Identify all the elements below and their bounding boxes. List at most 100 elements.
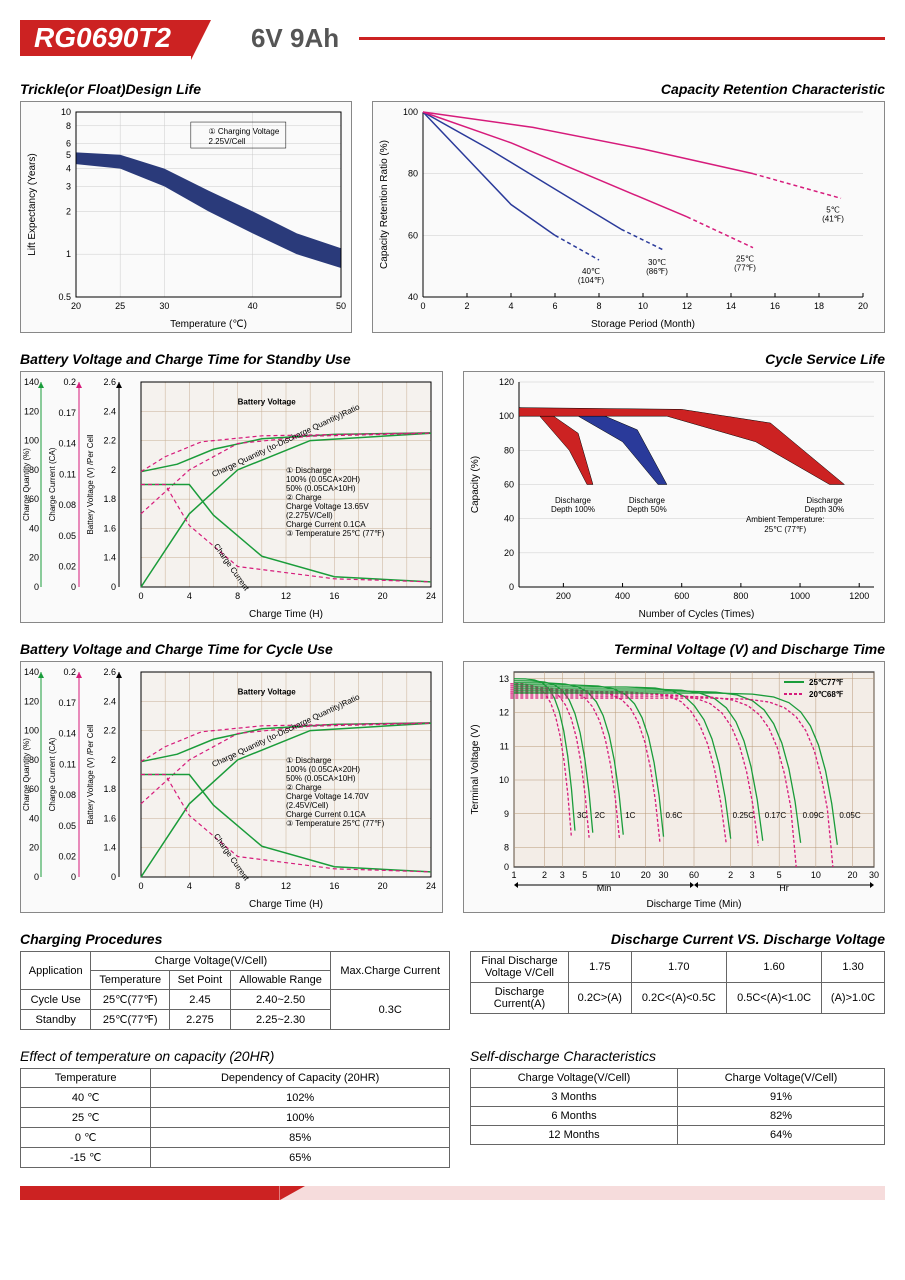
svg-text:0.02: 0.02 xyxy=(58,562,76,572)
svg-text:16: 16 xyxy=(770,301,780,311)
svg-text:Discharge Time (Min): Discharge Time (Min) xyxy=(646,899,741,910)
svg-text:Discharge: Discharge xyxy=(806,496,843,505)
svg-text:20: 20 xyxy=(378,591,388,601)
svg-text:Charge Quantity (%): Charge Quantity (%) xyxy=(22,448,31,521)
svg-text:50% (0.05CA×10H): 50% (0.05CA×10H) xyxy=(286,774,356,783)
self-dis-title: Self-discharge Characteristics xyxy=(470,1048,885,1064)
svg-text:100% (0.05CA×20H): 100% (0.05CA×20H) xyxy=(286,475,360,484)
svg-text:6: 6 xyxy=(552,301,557,311)
svg-text:3: 3 xyxy=(66,181,71,191)
svg-text:0: 0 xyxy=(508,582,513,592)
svg-text:Capacity (%): Capacity (%) xyxy=(470,456,481,513)
svg-text:400: 400 xyxy=(615,591,630,601)
svg-text:2.25V/Cell: 2.25V/Cell xyxy=(209,137,246,146)
svg-text:11: 11 xyxy=(499,741,508,751)
svg-text:0: 0 xyxy=(71,582,76,592)
svg-text:8: 8 xyxy=(503,843,508,853)
svg-text:1.8: 1.8 xyxy=(103,494,116,504)
cyclelife-title: Cycle Service Life xyxy=(463,351,886,367)
svg-text:Battery Voltage (V) /Per Cell: Battery Voltage (V) /Per Cell xyxy=(86,724,95,824)
svg-text:20: 20 xyxy=(858,301,868,311)
discharge-vs-title: Discharge Current VS. Discharge Voltage xyxy=(470,931,885,947)
terminal-chart: 89101112130123510203060235102030MinHr3C2… xyxy=(463,661,886,913)
svg-text:0.11: 0.11 xyxy=(59,469,76,479)
svg-text:10: 10 xyxy=(810,870,820,880)
svg-text:Charge Current 0.1CA: Charge Current 0.1CA xyxy=(286,810,366,819)
svg-text:80: 80 xyxy=(503,445,513,455)
svg-text:40: 40 xyxy=(503,514,513,524)
svg-text:12: 12 xyxy=(281,591,291,601)
svg-text:③ Temperature 25℃ (77℉): ③ Temperature 25℃ (77℉) xyxy=(286,819,385,828)
svg-text:0: 0 xyxy=(34,582,39,592)
svg-text:0.14: 0.14 xyxy=(58,439,76,449)
svg-text:0.11: 0.11 xyxy=(59,759,76,769)
svg-text:1.6: 1.6 xyxy=(103,813,116,823)
svg-text:2: 2 xyxy=(541,870,546,880)
cyclecharge-title: Battery Voltage and Charge Time for Cycl… xyxy=(20,641,443,657)
svg-text:8: 8 xyxy=(66,121,71,131)
svg-text:20: 20 xyxy=(29,843,39,853)
svg-text:(104℉): (104℉) xyxy=(578,276,605,285)
svg-text:Charge Time (H): Charge Time (H) xyxy=(249,609,323,620)
svg-text:140: 140 xyxy=(24,667,39,677)
svg-text:0.05C: 0.05C xyxy=(839,811,861,820)
svg-text:2: 2 xyxy=(464,301,469,311)
svg-text:4: 4 xyxy=(187,881,192,891)
svg-text:Charge Current 0.1CA: Charge Current 0.1CA xyxy=(286,520,366,529)
spec-text: 6V 9Ah xyxy=(251,23,339,54)
svg-text:2C: 2C xyxy=(594,811,604,820)
svg-text:Discharge: Discharge xyxy=(554,496,591,505)
header-accent xyxy=(359,37,885,40)
svg-text:40: 40 xyxy=(408,292,418,302)
svg-text:(2.45V/Cell): (2.45V/Cell) xyxy=(286,801,329,810)
svg-text:100: 100 xyxy=(24,436,39,446)
svg-text:12: 12 xyxy=(498,708,508,718)
svg-text:5: 5 xyxy=(66,150,71,160)
svg-text:600: 600 xyxy=(674,591,689,601)
svg-text:40℃: 40℃ xyxy=(582,267,600,276)
svg-text:10: 10 xyxy=(61,107,71,117)
svg-text:Charge Voltage 14.70V: Charge Voltage 14.70V xyxy=(286,792,369,801)
svg-text:80: 80 xyxy=(408,169,418,179)
svg-text:100: 100 xyxy=(498,411,513,421)
svg-text:0.17: 0.17 xyxy=(58,408,76,418)
svg-text:16: 16 xyxy=(329,881,339,891)
svg-text:2: 2 xyxy=(66,206,71,216)
svg-text:8: 8 xyxy=(596,301,601,311)
svg-text:2: 2 xyxy=(111,755,116,765)
retention-title: Capacity Retention Characteristic xyxy=(372,81,885,97)
svg-text:Charge Voltage 13.65V: Charge Voltage 13.65V xyxy=(286,502,369,511)
svg-text:800: 800 xyxy=(733,591,748,601)
svg-text:14: 14 xyxy=(726,301,736,311)
svg-text:8: 8 xyxy=(235,591,240,601)
svg-text:20: 20 xyxy=(29,553,39,563)
svg-text:1200: 1200 xyxy=(849,591,869,601)
svg-text:0.2: 0.2 xyxy=(63,377,76,387)
svg-text:Battery Voltage (V) /Per Cell: Battery Voltage (V) /Per Cell xyxy=(86,434,95,534)
svg-text:0.08: 0.08 xyxy=(58,790,76,800)
footer-bar xyxy=(20,1186,885,1200)
svg-text:0: 0 xyxy=(111,872,116,882)
svg-text:12: 12 xyxy=(281,881,291,891)
svg-text:0: 0 xyxy=(34,872,39,882)
svg-text:0: 0 xyxy=(71,872,76,882)
svg-text:20: 20 xyxy=(71,301,81,311)
svg-text:20: 20 xyxy=(640,870,650,880)
svg-text:1: 1 xyxy=(511,870,516,880)
svg-text:3C: 3C xyxy=(576,811,586,820)
retention-chart: 0246810121416182040608010040℃(104℉)30℃(8… xyxy=(372,101,885,333)
svg-text:2.4: 2.4 xyxy=(103,696,116,706)
svg-text:100: 100 xyxy=(403,107,418,117)
svg-text:20: 20 xyxy=(847,870,857,880)
svg-text:20℃68℉: 20℃68℉ xyxy=(809,690,844,699)
cyclelife-chart: 02040608010012020040060080010001200Disch… xyxy=(463,371,886,623)
svg-text:30: 30 xyxy=(658,870,668,880)
svg-text:Charge Time (H): Charge Time (H) xyxy=(249,899,323,910)
svg-text:8: 8 xyxy=(235,881,240,891)
svg-text:Depth 30%: Depth 30% xyxy=(804,505,844,514)
svg-text:25℃: 25℃ xyxy=(736,255,754,264)
svg-text:(41℉): (41℉) xyxy=(822,214,844,223)
svg-text:40: 40 xyxy=(29,523,39,533)
svg-text:Charge Quantity (%): Charge Quantity (%) xyxy=(22,738,31,811)
svg-text:2.6: 2.6 xyxy=(103,377,116,387)
